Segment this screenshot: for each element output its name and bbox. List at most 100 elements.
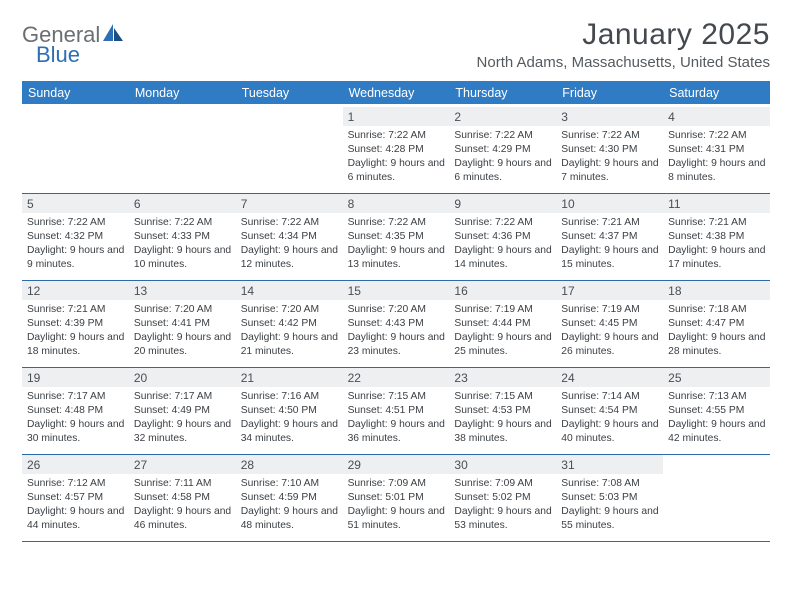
day-cell: 22Sunrise: 7:15 AMSunset: 4:51 PMDayligh… (343, 368, 450, 454)
weekday-header: Wednesday (343, 81, 450, 104)
day-cell: 8 Sunrise: 7:22 AMSunset: 4:35 PMDaylight… (343, 194, 450, 280)
weekday-header: Monday (129, 81, 236, 104)
day-number: 23 (449, 368, 556, 387)
day-cell: 30 Sunrise: 7:09 AMSunset: 5:02 PMDayligh… (449, 455, 556, 541)
week-row: 12 Sunrise: 7:21 AMSunset: 4:39 PMDayligh… (22, 281, 770, 368)
day-number (663, 455, 770, 473)
day-number: 10 (556, 194, 663, 213)
title-block: January 2025 North Adams, Massachusetts,… (477, 18, 770, 71)
day-cell: 28Sunrise: 7:10 AMSunset: 4:59 PMDayligh… (236, 455, 343, 541)
day-cell (663, 455, 770, 541)
day-info: Sunrise: 7:22 AMSunset: 4:29 PMDaylight:… (453, 129, 552, 185)
day-cell: 24 Sunrise: 7:14 AMSunset: 4:54 PMDayligh… (556, 368, 663, 454)
day-info: Sunrise: 7:20 AMSunset: 4:43 PMDaylight:… (347, 303, 446, 359)
day-cell: 9 Sunrise: 7:22 AMSunset: 4:36 PMDaylight… (449, 194, 556, 280)
weekday-header: Thursday (449, 81, 556, 104)
day-info: Sunrise: 7:17 AMSunset: 4:48 PMDaylight:… (26, 390, 125, 446)
day-number: 31 (556, 455, 663, 474)
week-row: 5 Sunrise: 7:22 AMSunset: 4:32 PMDaylight… (22, 194, 770, 281)
day-info: Sunrise: 7:09 AMSunset: 5:02 PMDaylight:… (453, 477, 552, 533)
day-info: Sunrise: 7:22 AMSunset: 4:36 PMDaylight:… (453, 216, 552, 272)
day-number: 25 (663, 368, 770, 387)
day-cell: 18Sunrise: 7:18 AMSunset: 4:47 PMDayligh… (663, 281, 770, 367)
week-row: 19 Sunrise: 7:17 AMSunset: 4:48 PMDayligh… (22, 368, 770, 455)
day-number: 19 (22, 368, 129, 387)
day-info: Sunrise: 7:22 AMSunset: 4:35 PMDaylight:… (347, 216, 446, 272)
day-cell: 15 Sunrise: 7:20 AMSunset: 4:43 PMDayligh… (343, 281, 450, 367)
week-row: 26Sunrise: 7:12 AMSunset: 4:57 PMDayligh… (22, 455, 770, 542)
day-number: 30 (449, 455, 556, 474)
day-number: 5 (22, 194, 129, 213)
day-cell (22, 107, 129, 193)
day-info: Sunrise: 7:22 AMSunset: 4:31 PMDaylight:… (667, 129, 766, 185)
day-cell: 21Sunrise: 7:16 AMSunset: 4:50 PMDayligh… (236, 368, 343, 454)
day-number (22, 107, 129, 125)
day-info: Sunrise: 7:19 AMSunset: 4:45 PMDaylight:… (560, 303, 659, 359)
day-info: Sunrise: 7:18 AMSunset: 4:47 PMDaylight:… (667, 303, 766, 359)
day-cell: 25Sunrise: 7:13 AMSunset: 4:55 PMDayligh… (663, 368, 770, 454)
day-info: Sunrise: 7:15 AMSunset: 4:53 PMDaylight:… (453, 390, 552, 446)
day-info: Sunrise: 7:22 AMSunset: 4:32 PMDaylight:… (26, 216, 125, 272)
day-cell: 19 Sunrise: 7:17 AMSunset: 4:48 PMDayligh… (22, 368, 129, 454)
day-number: 17 (556, 281, 663, 300)
day-number: 29 (343, 455, 450, 474)
day-number: 9 (449, 194, 556, 213)
day-info: Sunrise: 7:09 AMSunset: 5:01 PMDaylight:… (347, 477, 446, 533)
day-info: Sunrise: 7:17 AMSunset: 4:49 PMDaylight:… (133, 390, 232, 446)
calendar-body: 1Sunrise: 7:22 AMSunset: 4:28 PMDaylight… (22, 107, 770, 542)
day-cell: 27Sunrise: 7:11 AMSunset: 4:58 PMDayligh… (129, 455, 236, 541)
day-info: Sunrise: 7:21 AMSunset: 4:38 PMDaylight:… (667, 216, 766, 272)
day-number: 15 (343, 281, 450, 300)
day-number: 24 (556, 368, 663, 387)
day-cell: 13 Sunrise: 7:20 AMSunset: 4:41 PMDayligh… (129, 281, 236, 367)
day-info: Sunrise: 7:10 AMSunset: 4:59 PMDaylight:… (240, 477, 339, 533)
day-info: Sunrise: 7:21 AMSunset: 4:39 PMDaylight:… (26, 303, 125, 359)
day-number: 7 (236, 194, 343, 213)
day-number: 6 (129, 194, 236, 213)
day-cell (236, 107, 343, 193)
day-info: Sunrise: 7:12 AMSunset: 4:57 PMDaylight:… (26, 477, 125, 533)
day-number: 20 (129, 368, 236, 387)
weekday-header-row: SundayMondayTuesdayWednesdayThursdayFrid… (22, 81, 770, 107)
location-text: North Adams, Massachusetts, United State… (477, 54, 770, 71)
page: General January 2025 North Adams, Massac… (0, 0, 792, 542)
day-cell: 26Sunrise: 7:12 AMSunset: 4:57 PMDayligh… (22, 455, 129, 541)
day-info: Sunrise: 7:21 AMSunset: 4:37 PMDaylight:… (560, 216, 659, 272)
day-number (236, 107, 343, 125)
day-cell: 6 Sunrise: 7:22 AMSunset: 4:33 PMDaylight… (129, 194, 236, 280)
day-number: 2 (449, 107, 556, 126)
weekday-header: Friday (556, 81, 663, 104)
day-cell: 10 Sunrise: 7:21 AMSunset: 4:37 PMDayligh… (556, 194, 663, 280)
day-cell: 12 Sunrise: 7:21 AMSunset: 4:39 PMDayligh… (22, 281, 129, 367)
day-info: Sunrise: 7:08 AMSunset: 5:03 PMDaylight:… (560, 477, 659, 533)
day-cell: 11Sunrise: 7:21 AMSunset: 4:38 PMDayligh… (663, 194, 770, 280)
day-cell: 7Sunrise: 7:22 AMSunset: 4:34 PMDaylight… (236, 194, 343, 280)
logo-word-blue-wrap: Blue (22, 42, 80, 68)
day-number: 21 (236, 368, 343, 387)
day-number: 8 (343, 194, 450, 213)
header: General January 2025 North Adams, Massac… (22, 18, 770, 71)
calendar: SundayMondayTuesdayWednesdayThursdayFrid… (22, 81, 770, 542)
day-info: Sunrise: 7:14 AMSunset: 4:54 PMDaylight:… (560, 390, 659, 446)
day-number: 13 (129, 281, 236, 300)
day-cell: 4 Sunrise: 7:22 AMSunset: 4:31 PMDaylight… (663, 107, 770, 193)
day-number: 4 (663, 107, 770, 126)
day-info: Sunrise: 7:11 AMSunset: 4:58 PMDaylight:… (133, 477, 232, 533)
day-cell: 31 Sunrise: 7:08 AMSunset: 5:03 PMDayligh… (556, 455, 663, 541)
day-number: 12 (22, 281, 129, 300)
weekday-header: Sunday (22, 81, 129, 104)
weekday-header: Tuesday (236, 81, 343, 104)
day-cell: 29 Sunrise: 7:09 AMSunset: 5:01 PMDayligh… (343, 455, 450, 541)
day-cell: 17 Sunrise: 7:19 AMSunset: 4:45 PMDayligh… (556, 281, 663, 367)
day-info: Sunrise: 7:22 AMSunset: 4:28 PMDaylight:… (347, 129, 446, 185)
day-info: Sunrise: 7:15 AMSunset: 4:51 PMDaylight:… (347, 390, 446, 446)
day-cell: 23 Sunrise: 7:15 AMSunset: 4:53 PMDayligh… (449, 368, 556, 454)
day-number: 14 (236, 281, 343, 300)
week-row: 1Sunrise: 7:22 AMSunset: 4:28 PMDaylight… (22, 107, 770, 194)
day-cell: 2 Sunrise: 7:22 AMSunset: 4:29 PMDaylight… (449, 107, 556, 193)
logo-sail-icon (103, 22, 125, 48)
day-number (129, 107, 236, 125)
day-cell: 20 Sunrise: 7:17 AMSunset: 4:49 PMDayligh… (129, 368, 236, 454)
day-info: Sunrise: 7:20 AMSunset: 4:41 PMDaylight:… (133, 303, 232, 359)
day-info: Sunrise: 7:22 AMSunset: 4:33 PMDaylight:… (133, 216, 232, 272)
